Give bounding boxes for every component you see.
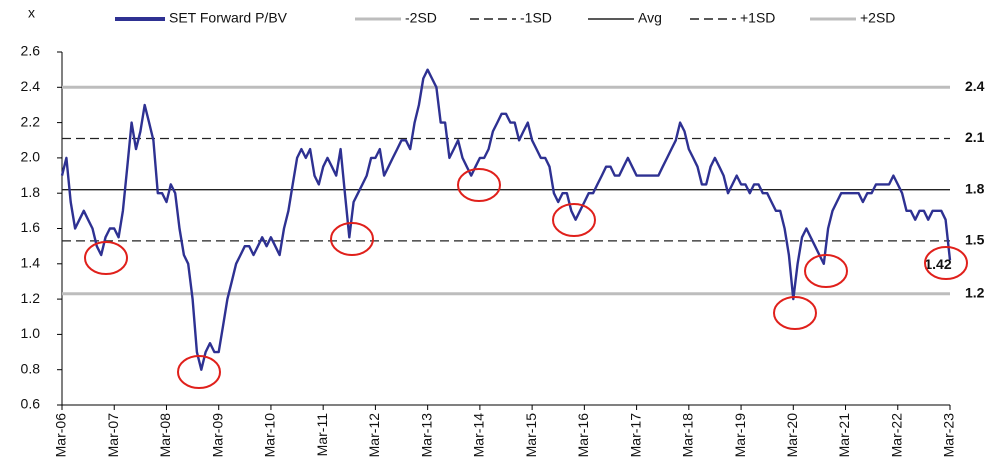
y-tick-label: 2.2 [21, 113, 41, 129]
x-tick-label: Mar-16 [575, 413, 591, 458]
reference-label: 1.5 [965, 232, 985, 248]
y-unit: x [28, 5, 35, 21]
x-tick-label: Mar-18 [680, 413, 696, 458]
x-tick-label: Mar-12 [366, 413, 382, 458]
x-tick-label: Mar-07 [105, 413, 121, 458]
y-tick-label: 1.4 [21, 255, 41, 271]
x-tick-label: Mar-17 [627, 413, 643, 458]
x-tick-label: Mar-11 [314, 413, 330, 457]
highlight-circle [773, 296, 817, 330]
y-tick-label: 1.8 [21, 184, 41, 200]
legend-label: SET Forward P/BV [169, 10, 288, 26]
x-tick-label: Mar-08 [157, 413, 173, 458]
x-tick-label: Mar-21 [836, 413, 852, 458]
highlight-circle [330, 222, 374, 256]
x-tick-label: Mar-09 [209, 413, 225, 458]
x-tick-label: Mar-13 [418, 413, 434, 458]
x-tick-label: Mar-23 [941, 413, 957, 458]
y-tick-label: 2.6 [21, 43, 41, 59]
y-tick-label: 0.8 [21, 360, 41, 376]
highlight-circle [84, 241, 128, 275]
legend-label: +1SD [740, 10, 775, 26]
highlight-circle [552, 203, 596, 237]
y-tick-label: 2.4 [21, 78, 41, 94]
reference-label: 2.4 [965, 78, 985, 94]
y-tick-label: 2.0 [21, 149, 41, 165]
data-line [60, 68, 952, 371]
reference-label: 2.1 [965, 129, 985, 145]
legend-label: -1SD [520, 10, 552, 26]
x-tick-label: Mar-20 [784, 413, 800, 458]
x-tick-label: Mar-15 [523, 413, 539, 458]
reference-label: 1.8 [965, 180, 985, 196]
highlight-circle [457, 168, 501, 202]
highlight-circle [924, 246, 968, 280]
y-tick-label: 0.6 [21, 396, 41, 412]
legend-label: Avg [638, 10, 662, 26]
y-tick-label: 1.2 [21, 290, 41, 306]
y-tick-label: 1.6 [21, 219, 41, 235]
legend-label: -2SD [405, 10, 437, 26]
x-tick-label: Mar-10 [262, 413, 278, 458]
annotation: 1.42 [924, 256, 951, 272]
legend-label: +2SD [860, 10, 895, 26]
highlight-circle [804, 254, 848, 288]
y-tick-label: 1.0 [21, 325, 41, 341]
reference-label: 1.2 [965, 285, 985, 301]
x-tick-label: Mar-14 [471, 413, 487, 458]
x-tick-label: Mar-22 [888, 413, 904, 458]
x-tick-label: Mar-19 [732, 413, 748, 458]
highlight-circle [177, 355, 221, 389]
x-tick-label: Mar-06 [53, 413, 69, 458]
